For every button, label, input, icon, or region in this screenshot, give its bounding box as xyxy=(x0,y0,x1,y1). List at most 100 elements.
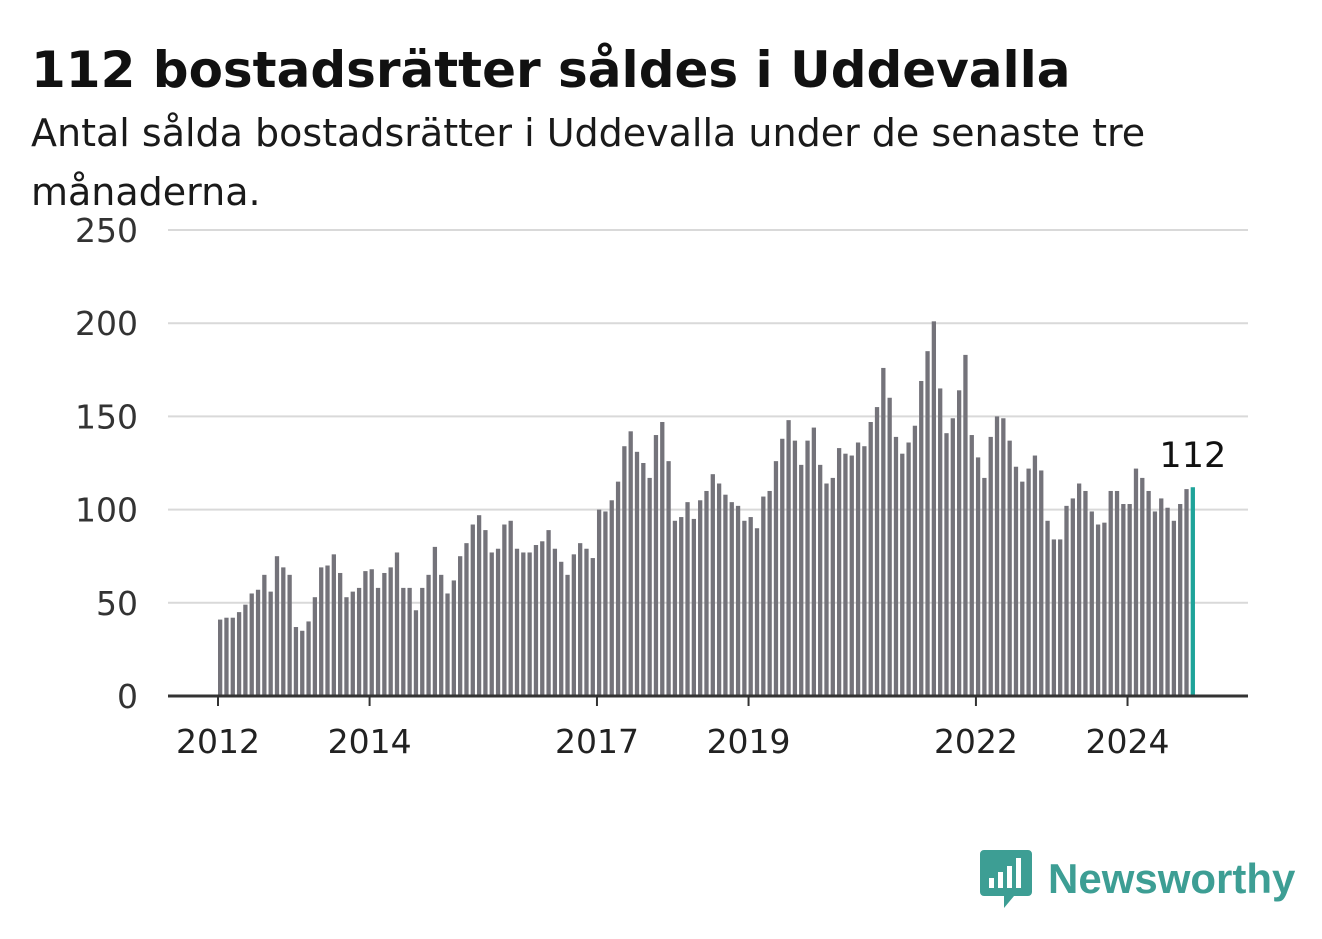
bar xyxy=(735,505,741,696)
bar xyxy=(1013,466,1019,696)
bar xyxy=(312,597,318,696)
bar xyxy=(495,548,501,696)
bar xyxy=(912,425,918,696)
bar xyxy=(836,448,842,696)
bar xyxy=(634,451,640,696)
bar xyxy=(931,321,937,696)
bar xyxy=(432,546,438,696)
bar xyxy=(906,442,911,696)
bar xyxy=(527,552,532,696)
bar xyxy=(344,597,349,696)
highlight-bar xyxy=(1190,487,1195,696)
bar xyxy=(603,511,608,696)
bar xyxy=(748,517,753,696)
bar xyxy=(1026,468,1031,696)
bar xyxy=(420,587,425,696)
bar xyxy=(533,545,539,696)
bar xyxy=(274,556,280,696)
bar xyxy=(1051,539,1057,696)
bar xyxy=(1039,470,1044,696)
bar xyxy=(729,502,734,696)
bar xyxy=(388,567,393,696)
bar xyxy=(1133,468,1139,696)
bar xyxy=(1076,483,1082,696)
bar xyxy=(1127,504,1132,696)
bar xyxy=(1159,498,1164,696)
bar xyxy=(306,621,311,696)
bar xyxy=(243,604,248,696)
axes xyxy=(168,694,1248,706)
bar xyxy=(413,610,419,696)
bar xyxy=(818,464,823,696)
bar xyxy=(281,567,286,696)
y-tick-label: 250 xyxy=(75,211,138,250)
bar xyxy=(300,630,305,696)
bar xyxy=(874,407,880,696)
bar xyxy=(268,591,273,696)
bar xyxy=(590,558,595,696)
bar xyxy=(508,520,513,696)
y-tick-label: 50 xyxy=(96,584,138,623)
bar xyxy=(855,442,861,696)
bar xyxy=(338,572,343,696)
bar xyxy=(1089,511,1094,696)
bar xyxy=(994,416,1000,696)
bar xyxy=(255,589,261,696)
bar xyxy=(698,500,703,696)
bar xyxy=(325,565,330,696)
bar xyxy=(1184,489,1189,696)
bar xyxy=(679,517,684,696)
bar xyxy=(445,593,450,696)
bar xyxy=(824,483,829,696)
bar xyxy=(514,548,520,696)
bar xyxy=(723,494,728,696)
bar xyxy=(982,477,987,696)
bar xyxy=(887,397,892,696)
bar xyxy=(767,490,772,696)
x-tick-label: 2017 xyxy=(555,722,639,761)
bar xyxy=(293,627,299,696)
bar xyxy=(596,509,602,696)
bar xyxy=(963,354,968,696)
bar xyxy=(319,567,324,696)
bar xyxy=(1178,504,1183,696)
bar xyxy=(799,464,804,696)
bar xyxy=(1007,440,1012,696)
bar xyxy=(1058,539,1063,696)
bar xyxy=(571,554,576,696)
bar xyxy=(691,518,696,696)
bar xyxy=(754,528,760,696)
bar xyxy=(792,440,798,696)
bar xyxy=(666,461,671,696)
bar xyxy=(628,431,633,696)
bar xyxy=(893,436,899,696)
bar xyxy=(615,481,621,696)
bar xyxy=(230,617,235,696)
bar xyxy=(1045,520,1050,696)
y-tick-label: 200 xyxy=(75,304,138,343)
bar xyxy=(900,453,905,696)
bar xyxy=(224,617,229,696)
bar xyxy=(464,543,469,696)
bar xyxy=(704,490,709,696)
bar xyxy=(811,427,817,696)
bar xyxy=(925,351,930,696)
x-tick-label: 2019 xyxy=(707,722,791,761)
bar xyxy=(1064,505,1069,696)
bar xyxy=(262,574,267,696)
chart-title: 112 bostadsrätter såldes i Uddevalla xyxy=(31,41,1071,99)
bar xyxy=(483,530,488,696)
newsworthy-logo: Newsworthy xyxy=(980,848,1295,910)
bar xyxy=(394,552,400,696)
bar xyxy=(975,457,981,696)
bar xyxy=(363,571,368,696)
bar xyxy=(1171,520,1177,696)
bar xyxy=(1152,511,1158,696)
bar xyxy=(1108,490,1113,696)
bar xyxy=(1146,490,1151,696)
bar xyxy=(780,438,785,696)
bar xyxy=(439,574,444,696)
bar xyxy=(1165,507,1170,696)
bars xyxy=(218,321,1195,696)
bar xyxy=(356,587,362,696)
